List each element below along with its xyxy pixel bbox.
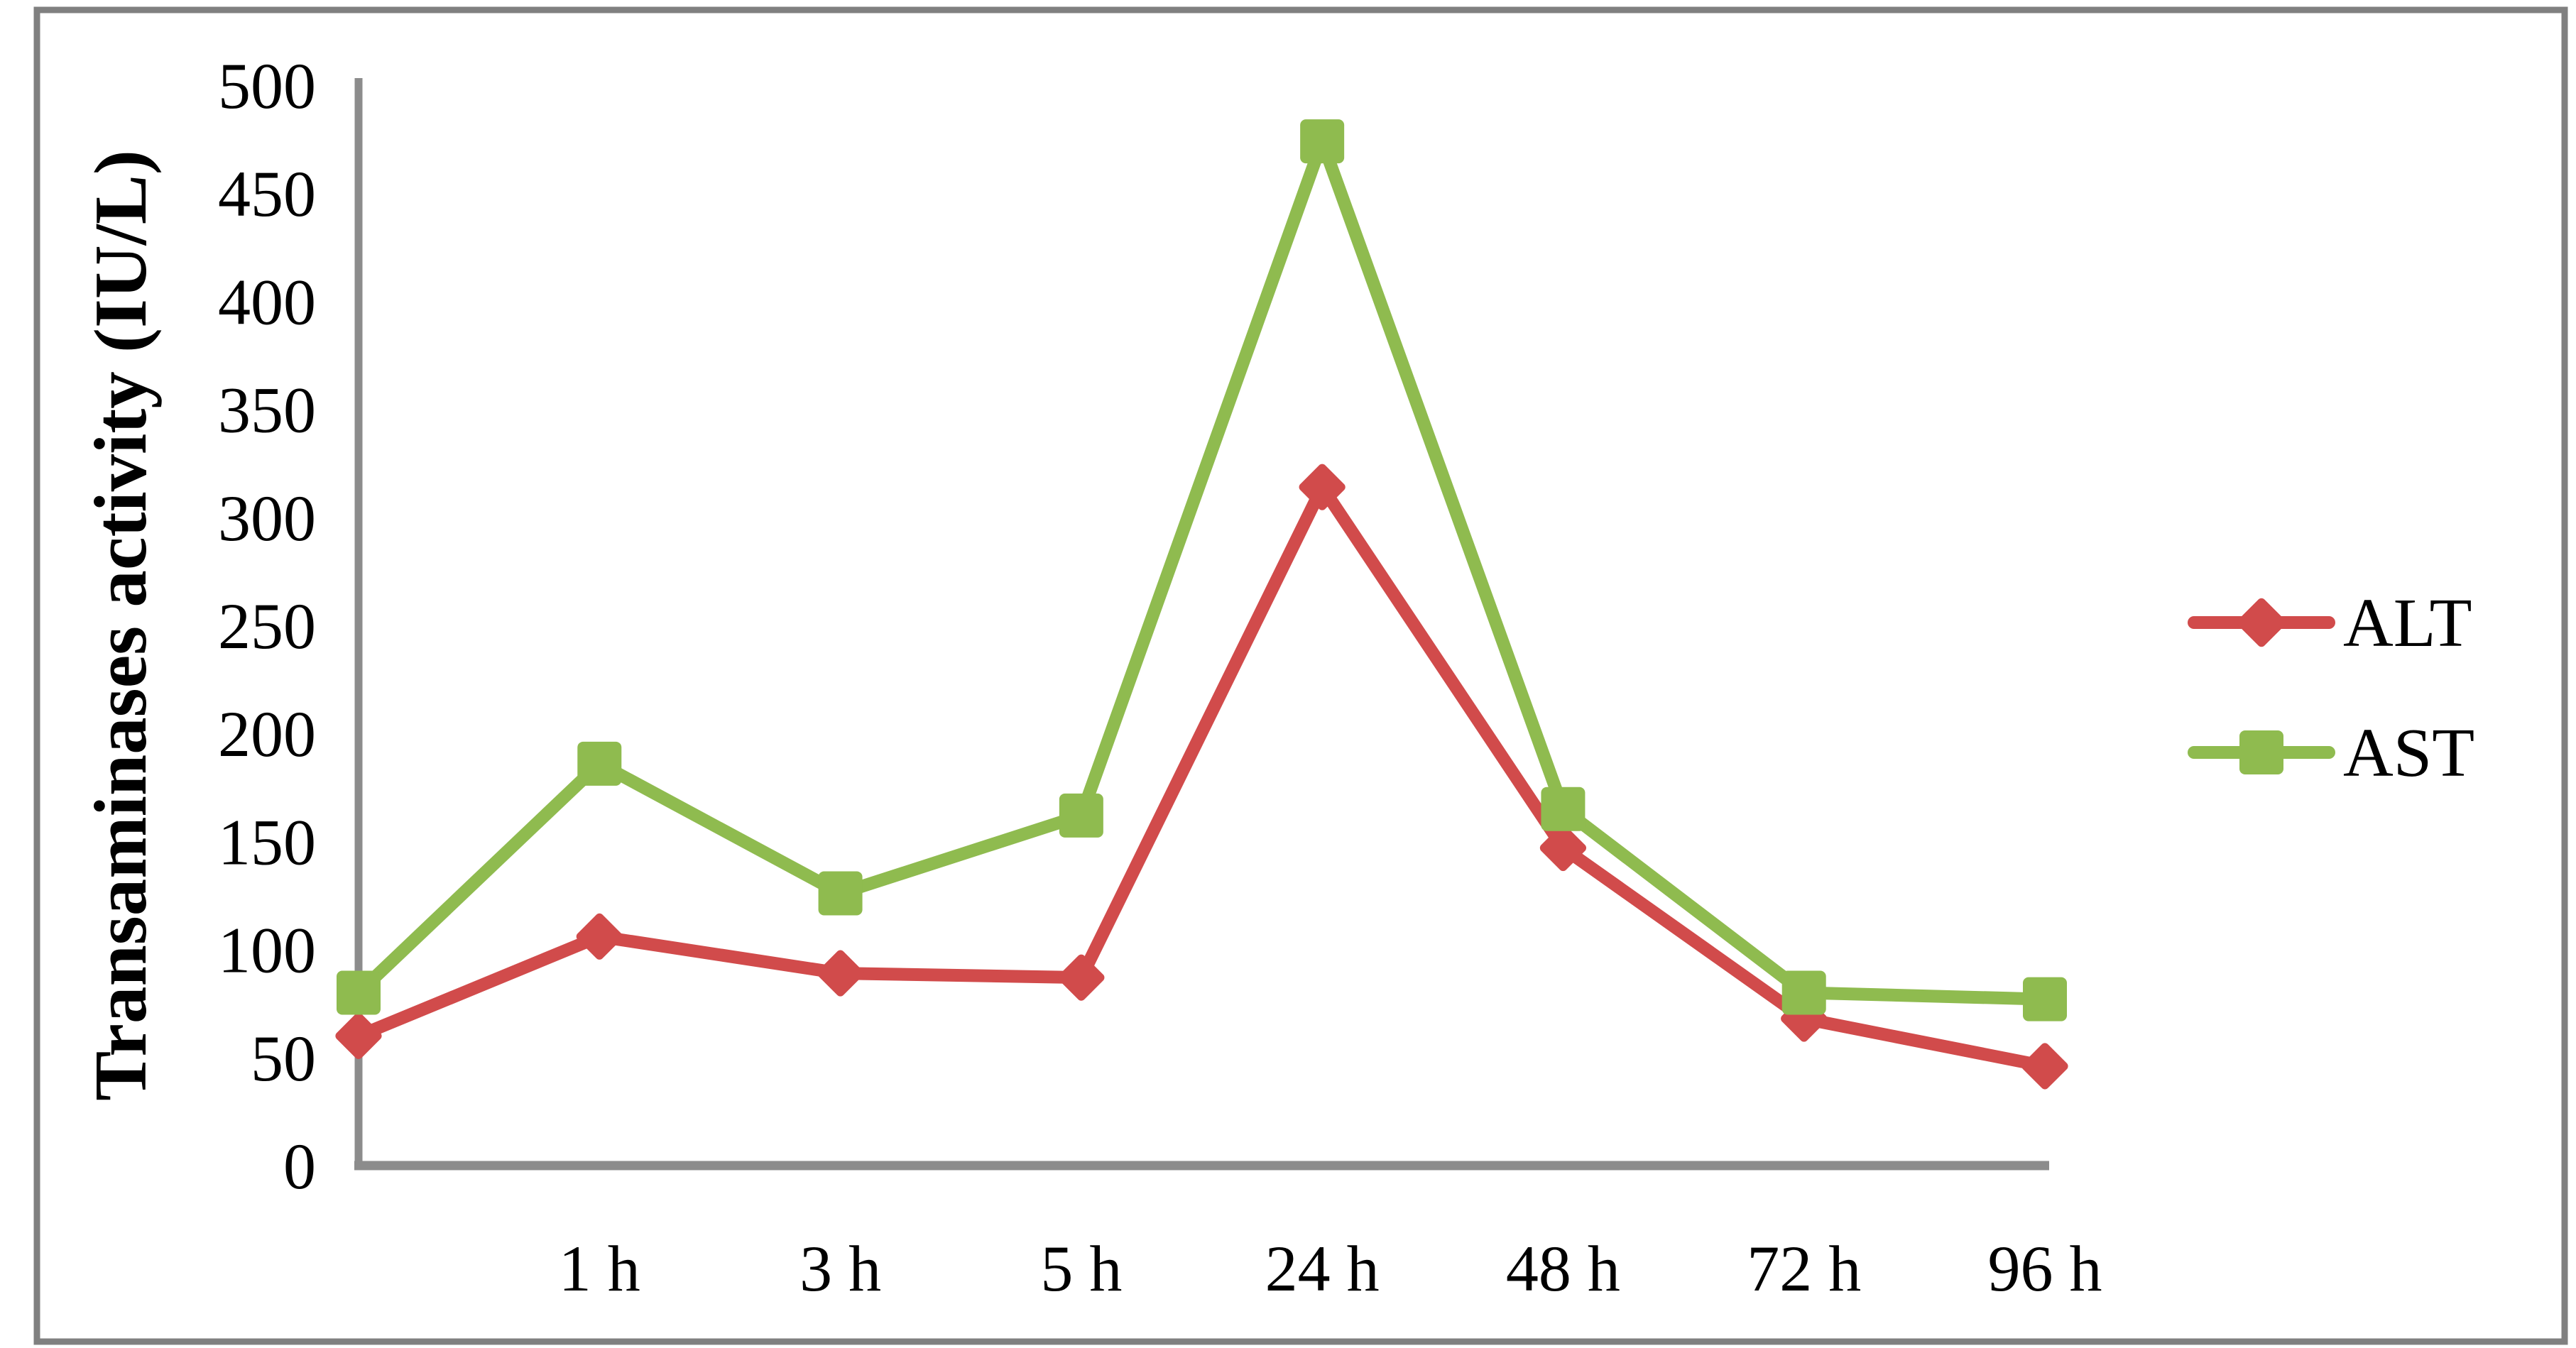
y-tick-label-250: 250 bbox=[218, 590, 316, 662]
marker-ALT-4 bbox=[1299, 464, 1346, 510]
series-line-ALT bbox=[356, 481, 2046, 1073]
marker-ALT-1 bbox=[576, 913, 623, 960]
series-line-AST bbox=[354, 135, 2046, 1006]
series-group bbox=[335, 119, 2068, 1090]
legend-square-icon bbox=[2239, 730, 2283, 774]
y-tick-label-400: 400 bbox=[218, 265, 316, 338]
y-tick-label-150: 150 bbox=[218, 806, 316, 878]
legend-item-ast: AST bbox=[2188, 715, 2474, 791]
x-category-label-1h: 1 h bbox=[559, 1232, 640, 1305]
y-tick-label-300: 300 bbox=[218, 482, 316, 554]
marker-ALT-0 bbox=[335, 1012, 382, 1059]
marker-ALT-2 bbox=[817, 950, 864, 997]
x-category-label-96h: 96 h bbox=[1988, 1232, 2102, 1305]
marker-AST-2 bbox=[818, 871, 863, 916]
marker-AST-3 bbox=[1059, 793, 1103, 838]
legend-diamond-icon bbox=[2237, 598, 2286, 647]
legend-item-alt: ALT bbox=[2188, 585, 2472, 662]
legend-label-alt: ALT bbox=[2343, 585, 2472, 662]
marker-AST-4 bbox=[1300, 119, 1345, 164]
y-tick-label-350: 350 bbox=[218, 374, 316, 446]
y-tick-label-50: 50 bbox=[251, 1022, 316, 1095]
marker-AST-1 bbox=[577, 741, 622, 786]
y-tick-label-500: 500 bbox=[218, 50, 316, 122]
x-category-label-48h: 48 h bbox=[1506, 1232, 1620, 1305]
figure-border bbox=[33, 6, 2568, 1345]
x-category-label-3h: 3 h bbox=[799, 1232, 881, 1305]
marker-AST-5 bbox=[1541, 787, 1586, 831]
marker-ALT-3 bbox=[1058, 954, 1105, 1001]
marker-ALT-5 bbox=[1539, 824, 1587, 872]
x-category-label-24h: 24 h bbox=[1265, 1232, 1380, 1305]
y-tick-label-200: 200 bbox=[218, 698, 316, 770]
x-category-label-72h: 72 h bbox=[1747, 1232, 1861, 1305]
legend-label-ast: AST bbox=[2343, 715, 2474, 791]
y-tick-label-100: 100 bbox=[218, 914, 316, 987]
axes-group: 0 50 100 150 200 250 300 350 400 450 500 1 h 3 h 5 h 2… bbox=[218, 50, 2102, 1305]
marker-ALT-7 bbox=[2021, 1043, 2068, 1090]
y-tick-label-450: 450 bbox=[218, 158, 316, 230]
y-axis-title: Transaminases activity (IU/L) bbox=[79, 150, 162, 1101]
marker-AST-0 bbox=[337, 970, 381, 1015]
x-category-label-5h: 5 h bbox=[1040, 1232, 1122, 1305]
marker-AST-7 bbox=[2023, 977, 2067, 1021]
legend: ALT AST bbox=[2188, 585, 2474, 791]
marker-AST-6 bbox=[1781, 970, 1826, 1015]
y-tick-label-0: 0 bbox=[283, 1130, 316, 1202]
